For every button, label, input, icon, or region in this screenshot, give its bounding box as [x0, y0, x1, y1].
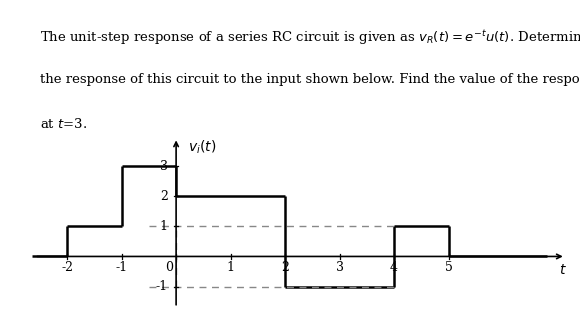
Text: 1: 1: [160, 220, 168, 233]
Text: 1: 1: [227, 261, 234, 274]
Text: 0: 0: [165, 261, 173, 274]
Text: The unit-step response of a series RC circuit is given as $v_R(t) = e^{-t}u(t)$.: The unit-step response of a series RC ci…: [40, 29, 580, 47]
Text: -2: -2: [61, 261, 73, 274]
Text: 5: 5: [445, 261, 452, 274]
Text: the response of this circuit to the input shown below. Find the value of the res: the response of this circuit to the inpu…: [40, 73, 580, 86]
Text: 3: 3: [160, 159, 168, 173]
Text: 4: 4: [390, 261, 398, 274]
Text: $v_i(t)$: $v_i(t)$: [188, 139, 216, 156]
Text: at $t$=3.: at $t$=3.: [40, 117, 87, 131]
Text: -1: -1: [115, 261, 128, 274]
Text: -1: -1: [156, 280, 168, 293]
Text: 2: 2: [160, 190, 168, 203]
Text: $t$: $t$: [559, 263, 567, 277]
Text: 2: 2: [281, 261, 289, 274]
Text: 3: 3: [336, 261, 343, 274]
